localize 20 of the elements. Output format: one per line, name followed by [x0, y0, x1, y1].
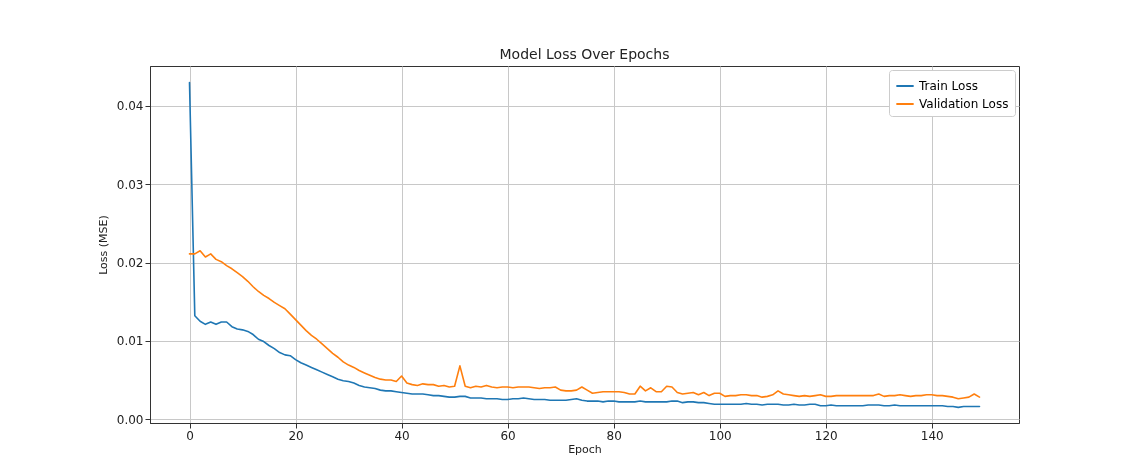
legend-label: Train Loss: [918, 79, 978, 93]
x-tick-label: 80: [606, 428, 622, 443]
x-tick-label: 60: [500, 428, 516, 443]
chart-title: Model Loss Over Epochs: [499, 46, 670, 62]
y-tick-label: 0.03: [116, 177, 144, 192]
x-tick-label: 140: [920, 428, 944, 443]
legend-label: Validation Loss: [919, 97, 1009, 111]
x-tick-label: 120: [814, 428, 838, 443]
line-series: [188, 81, 981, 409]
line-series: [188, 249, 981, 400]
y-axis-title: Loss (MSE): [96, 215, 110, 275]
y-tick-label: 0.04: [116, 99, 144, 114]
x-tick-label: 40: [394, 428, 410, 443]
y-tick-label: 0.01: [116, 334, 144, 349]
y-tick-label: 0.02: [116, 256, 144, 271]
x-tick-label: 20: [288, 428, 304, 443]
x-tick-label: 0: [186, 428, 194, 443]
y-tick-label: 0.00: [116, 412, 144, 427]
x-tick-label: 100: [708, 428, 732, 443]
x-axis-title: Epoch: [568, 442, 602, 456]
